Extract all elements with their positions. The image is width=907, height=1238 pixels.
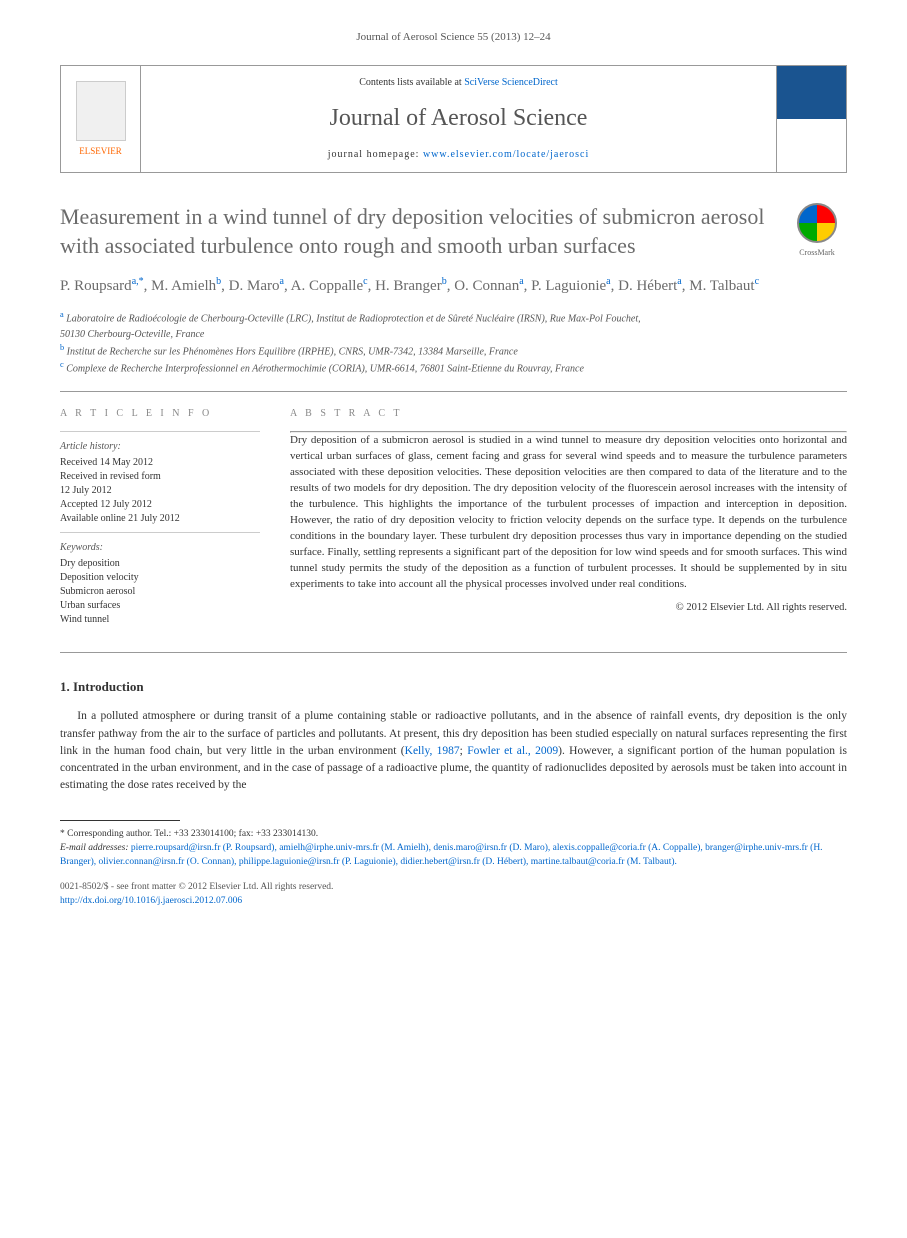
header-center: Contents lists available at SciVerse Sci… <box>141 66 776 172</box>
article-title: Measurement in a wind tunnel of dry depo… <box>60 203 772 260</box>
affiliation-b: Institut de Recherche sur les Phénomènes… <box>67 346 518 357</box>
bottom-metadata: 0021-8502/$ - see front matter © 2012 El… <box>60 881 847 908</box>
info-abstract-row: A R T I C L E I N F O Article history: R… <box>60 407 847 627</box>
publisher-name: ELSEVIER <box>79 145 122 158</box>
header-box: ELSEVIER Contents lists available at Sci… <box>60 65 847 173</box>
emails-list[interactable]: pierre.roupsard@irsn.fr (P. Roupsard), a… <box>60 843 823 867</box>
emails-label: E-mail addresses: <box>60 843 131 853</box>
doi-link[interactable]: 10.1016/j.jaerosci.2012.07.006 <box>124 896 242 906</box>
citation-fowler[interactable]: Fowler et al., 2009 <box>467 745 558 757</box>
history-label: Article history: <box>60 440 260 454</box>
footnotes: * Corresponding author. Tel.: +33 233014… <box>60 827 847 870</box>
history-item: Received in revised form <box>60 470 260 484</box>
journal-name: Journal of Aerosol Science <box>151 102 766 136</box>
abstract-copyright: © 2012 Elsevier Ltd. All rights reserved… <box>290 601 847 616</box>
sciencedirect-link[interactable]: SciVerse ScienceDirect <box>464 77 558 88</box>
contents-line: Contents lists available at SciVerse Sci… <box>151 76 766 90</box>
keywords-label: Keywords: <box>60 541 260 555</box>
intro-paragraph-1: In a polluted atmosphere or during trans… <box>60 708 847 794</box>
homepage-link[interactable]: www.elsevier.com/locate/jaerosci <box>423 149 589 160</box>
footnote-rule <box>60 820 180 821</box>
keyword-item: Urban surfaces <box>60 599 260 613</box>
issn-line: 0021-8502/$ - see front matter © 2012 El… <box>60 881 847 894</box>
journal-reference: Journal of Aerosol Science 55 (2013) 12–… <box>60 30 847 45</box>
email-addresses: E-mail addresses: pierre.roupsard@irsn.f… <box>60 841 847 870</box>
cover-image-icon <box>777 66 846 172</box>
affiliation-a-line2: 50130 Cherbourg-Octeville, France <box>60 327 847 342</box>
history-item: Received 14 May 2012 <box>60 456 260 470</box>
doi-prefix[interactable]: http://dx.doi.org/ <box>60 896 124 906</box>
keyword-item: Submicron aerosol <box>60 585 260 599</box>
crossmark-icon <box>797 203 837 243</box>
elsevier-tree-icon <box>76 81 126 141</box>
abstract-heading: A B S T R A C T <box>290 407 847 421</box>
article-info-column: A R T I C L E I N F O Article history: R… <box>60 407 260 627</box>
abstract-text: Dry deposition of a submicron aerosol is… <box>290 433 847 592</box>
homepage-line: journal homepage: www.elsevier.com/locat… <box>151 148 766 162</box>
authors-list: P. Roupsarda,*, M. Amielhb, D. Maroa, A.… <box>60 275 847 297</box>
article-info-heading: A R T I C L E I N F O <box>60 407 260 421</box>
affiliation-a: Laboratoire de Radioécologie de Cherbour… <box>66 314 640 325</box>
citation-kelly[interactable]: Kelly, 1987 <box>405 745 460 757</box>
history-item: 12 July 2012 <box>60 484 260 498</box>
keyword-item: Dry deposition <box>60 557 260 571</box>
crossmark-label: CrossMark <box>799 248 835 257</box>
keywords-list: Dry depositionDeposition velocitySubmicr… <box>60 557 260 627</box>
history-list: Received 14 May 2012Received in revised … <box>60 456 260 526</box>
divider <box>60 652 847 653</box>
abstract-column: A B S T R A C T Dry deposition of a subm… <box>290 407 847 627</box>
history-item: Accepted 12 July 2012 <box>60 498 260 512</box>
title-row: Measurement in a wind tunnel of dry depo… <box>60 203 847 260</box>
keyword-item: Deposition velocity <box>60 571 260 585</box>
journal-cover-thumbnail[interactable] <box>776 66 846 172</box>
keyword-item: Wind tunnel <box>60 613 260 627</box>
history-item: Available online 21 July 2012 <box>60 512 260 526</box>
elsevier-logo[interactable]: ELSEVIER <box>61 66 141 172</box>
affiliations: a Laboratoire de Radioécologie de Cherbo… <box>60 309 847 376</box>
section-1-heading: 1. Introduction <box>60 678 847 696</box>
contents-prefix: Contents lists available at <box>359 77 464 88</box>
homepage-prefix: journal homepage: <box>328 149 423 160</box>
crossmark-badge[interactable]: CrossMark <box>787 203 847 258</box>
corresponding-author: * Corresponding author. Tel.: +33 233014… <box>60 827 847 841</box>
affiliation-c: Complexe de Recherche Interprofessionnel… <box>66 363 584 374</box>
divider <box>60 391 847 392</box>
